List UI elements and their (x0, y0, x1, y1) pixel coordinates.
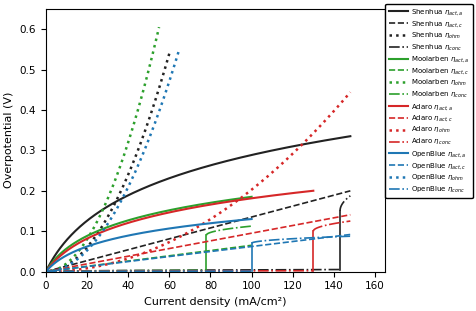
Y-axis label: Overpotential (V): Overpotential (V) (4, 92, 14, 188)
X-axis label: Current density (mA/cm²): Current density (mA/cm²) (144, 297, 286, 307)
Legend: Shenhua $\eta_{act,a}$, Shenhua $\eta_{act,c}$, Shenhua $\eta_{ohm}$, Shenhua $\: Shenhua $\eta_{act,a}$, Shenhua $\eta_{a… (385, 4, 472, 198)
